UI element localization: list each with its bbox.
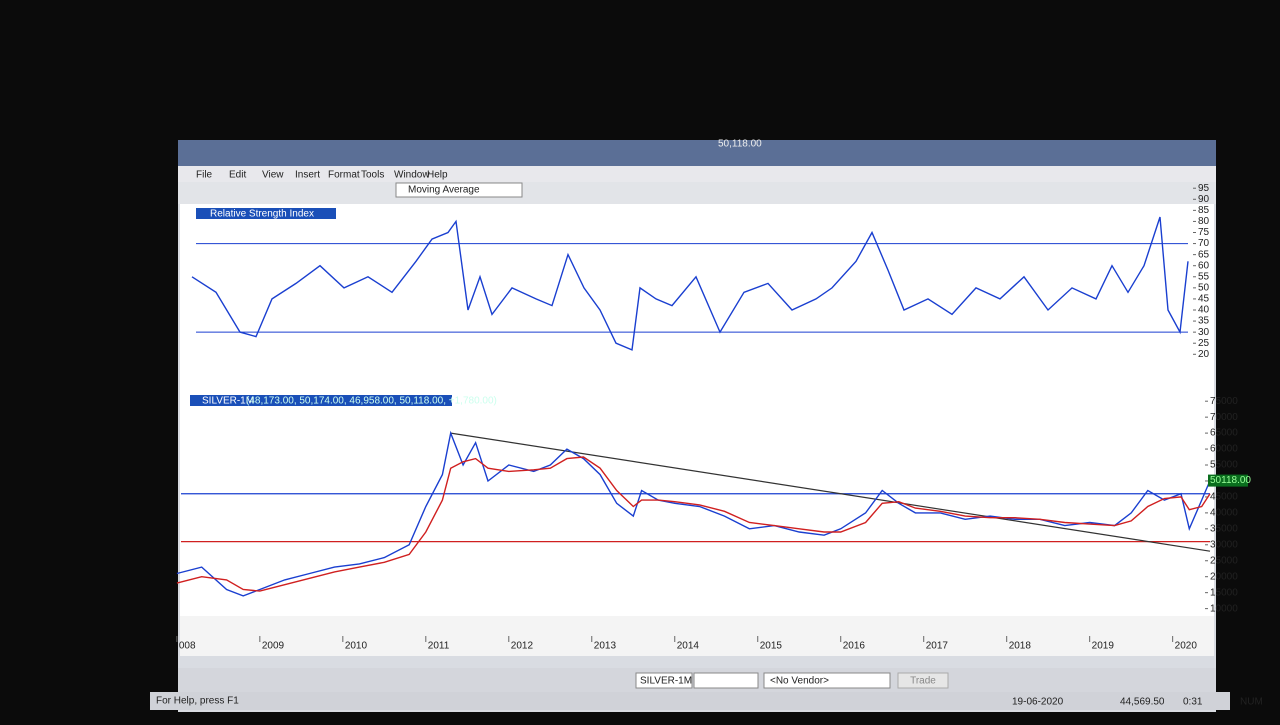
trade-label[interactable]: Trade bbox=[910, 676, 936, 687]
title-text: 50,118.00 bbox=[718, 139, 762, 150]
y-tick-label: 75 bbox=[1198, 227, 1210, 238]
status-date: 19-06-2020 bbox=[1012, 697, 1064, 708]
x-axis-area bbox=[180, 616, 1214, 656]
x-tick-label: 2012 bbox=[511, 641, 534, 652]
y-tick-label: 45 bbox=[1198, 294, 1210, 305]
price-title: SILVER-1M bbox=[202, 396, 254, 407]
y-tick-label: 20000 bbox=[1210, 571, 1238, 582]
last-price: 50118.00 bbox=[1210, 475, 1251, 486]
menu-item[interactable]: Help bbox=[427, 170, 448, 181]
x-tick-label: 2011 bbox=[428, 641, 450, 652]
y-tick-label: 80 bbox=[1198, 216, 1210, 227]
status-value: 44,569.50 bbox=[1120, 697, 1165, 708]
status-mode: NUM bbox=[1240, 697, 1263, 708]
y-tick-label: 85 bbox=[1198, 205, 1210, 216]
price-line bbox=[176, 456, 1211, 592]
vendor[interactable]: <No Vendor> bbox=[770, 676, 829, 687]
price-ohlc: (48,173.00, 50,174.00, 46,958.00, 50,118… bbox=[246, 396, 497, 407]
y-tick-label: 30000 bbox=[1210, 539, 1238, 550]
y-tick-label: 60 bbox=[1198, 260, 1210, 271]
menu-item[interactable]: Edit bbox=[229, 170, 246, 181]
y-tick-label: 35 bbox=[1198, 316, 1210, 327]
x-tick-label: 2014 bbox=[677, 641, 700, 652]
toolbar bbox=[178, 182, 1216, 204]
x-tick-label: 2013 bbox=[594, 641, 617, 652]
menu-bar bbox=[178, 166, 1216, 182]
last-price-box bbox=[1208, 474, 1248, 487]
x-tick-label: 2009 bbox=[262, 641, 285, 652]
symbol[interactable]: SILVER-1M bbox=[640, 676, 692, 687]
y-tick-label: 25000 bbox=[1210, 555, 1238, 566]
menu-item[interactable]: File bbox=[196, 170, 213, 181]
y-tick-label: 70000 bbox=[1210, 412, 1238, 423]
title-bar bbox=[178, 140, 1216, 166]
y-tick-label: 20 bbox=[1198, 349, 1210, 360]
menu-item[interactable]: Format bbox=[328, 170, 360, 181]
y-tick-label: 15000 bbox=[1210, 587, 1238, 598]
menu-item[interactable]: Tools bbox=[361, 170, 384, 181]
rsi-title-bg bbox=[196, 208, 336, 219]
rsi-title: Relative Strength Index bbox=[210, 209, 314, 220]
y-tick-label: 45000 bbox=[1210, 492, 1238, 503]
y-tick-label: 95 bbox=[1198, 183, 1210, 194]
x-tick-label: 2019 bbox=[1092, 641, 1115, 652]
y-tick-label: 60000 bbox=[1210, 444, 1238, 455]
y-tick-label: 55 bbox=[1198, 271, 1210, 282]
x-tick-label: 2010 bbox=[345, 641, 368, 652]
empty-combo[interactable] bbox=[693, 672, 759, 689]
status-time: 0:31 bbox=[1183, 697, 1203, 708]
trendline bbox=[450, 432, 1211, 552]
y-tick-label: 90 bbox=[1198, 194, 1210, 205]
y-tick-label: 30 bbox=[1198, 327, 1210, 338]
y-tick-label: 65000 bbox=[1210, 428, 1238, 439]
y-tick-label: 40000 bbox=[1210, 508, 1238, 519]
y-tick-label: 35000 bbox=[1210, 523, 1238, 534]
price-title-bg bbox=[190, 395, 452, 406]
y-tick-label: 25 bbox=[1198, 338, 1210, 349]
y-tick-label: 75000 bbox=[1210, 396, 1238, 407]
menu-item[interactable]: Insert bbox=[295, 170, 320, 181]
x-tick-label: 008 bbox=[179, 641, 196, 652]
menu-item[interactable]: Window bbox=[394, 170, 430, 181]
vendor-combo[interactable] bbox=[763, 672, 891, 689]
y-tick-label: 50 bbox=[1198, 282, 1210, 293]
price-line bbox=[176, 430, 1211, 597]
y-tick-label: 10000 bbox=[1210, 603, 1238, 614]
x-tick-label: 2016 bbox=[843, 641, 866, 652]
rsi-pane bbox=[180, 204, 1214, 378]
status-help: For Help, press F1 bbox=[156, 696, 239, 707]
menu-item[interactable]: View bbox=[262, 170, 284, 181]
y-tick-label: 70 bbox=[1198, 238, 1210, 249]
x-tick-label: 2017 bbox=[926, 641, 949, 652]
x-tick-label: 2018 bbox=[1009, 641, 1032, 652]
study-combo[interactable] bbox=[395, 182, 523, 198]
y-tick-label: 40 bbox=[1198, 305, 1210, 316]
x-tick-label: 2015 bbox=[760, 641, 783, 652]
x-tick-label: 2020 bbox=[1175, 641, 1198, 652]
study-name[interactable]: Moving Average bbox=[408, 185, 480, 196]
symbol-box[interactable] bbox=[635, 672, 693, 689]
status-bar bbox=[150, 692, 1230, 710]
price-pane bbox=[180, 378, 1214, 616]
trade-button[interactable] bbox=[897, 672, 949, 689]
rsi-line bbox=[191, 216, 1189, 351]
y-tick-label: 55000 bbox=[1210, 460, 1238, 471]
y-tick-label: 65 bbox=[1198, 249, 1210, 260]
